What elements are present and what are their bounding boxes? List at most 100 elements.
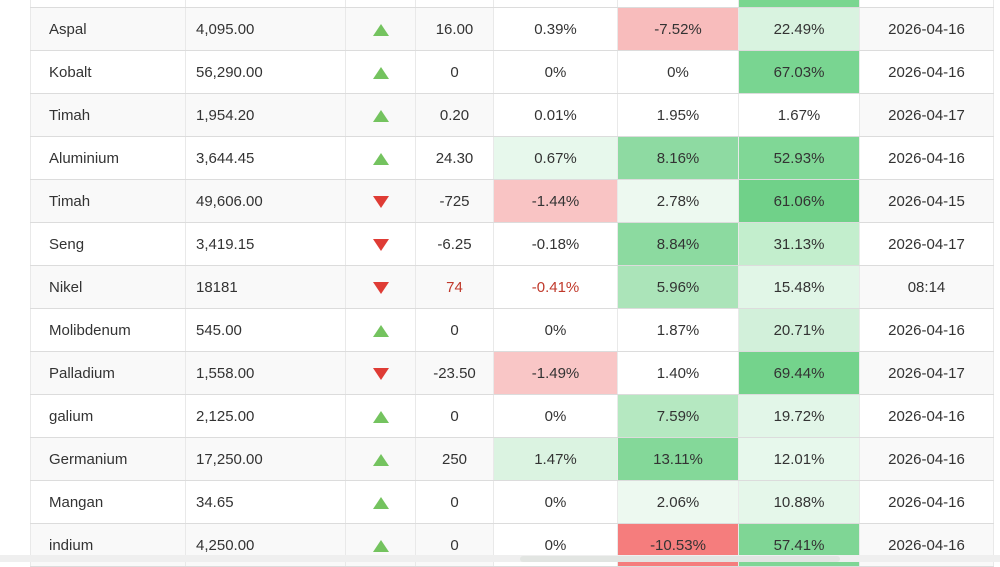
trend-cell <box>345 351 416 395</box>
change-pct-cell: 0.39% <box>493 7 618 51</box>
pct-6-cell: 5.96% <box>617 265 739 309</box>
table-row[interactable]: Timah 1,954.20 0.20 0.01% 1.95% 1.67% 2026-04-… <box>30 93 994 137</box>
change-value-cell: 0 <box>415 308 494 352</box>
table-row[interactable]: Aluminium 3,644.45 24.30 0.67% 8.16% 52.93% 20… <box>30 136 994 180</box>
date-cell: 2026-04-16 <box>859 437 994 481</box>
pct-7-cell: 52.93% <box>738 136 860 180</box>
commodity-name-cell: Nikel <box>30 265 186 309</box>
change-value-cell: 0 <box>415 50 494 94</box>
pct-7-cell: 69.44% <box>738 351 860 395</box>
pct-6-cell: 7.59% <box>617 394 739 438</box>
trend-cell <box>345 136 416 180</box>
table-row[interactable]: Timah 49,606.00 -725 -1.44% 2.78% 61.06% 2026-… <box>30 179 994 223</box>
pct-6-cell: 1.87% <box>617 308 739 352</box>
price-cell: 56,290.00 <box>185 50 346 94</box>
table-row[interactable]: Germanium 17,250.00 250 1.47% 13.11% 12.01% 20… <box>30 437 994 481</box>
price-cell: 18181 <box>185 265 346 309</box>
trend-cell <box>345 179 416 223</box>
pct-6-cell: 1.95% <box>617 93 739 137</box>
partial-cell <box>617 0 739 8</box>
up-arrow-icon <box>372 109 389 122</box>
pct-6-cell: 2.78% <box>617 179 739 223</box>
change-value-cell: 0 <box>415 480 494 524</box>
change-pct-cell: 0.01% <box>493 93 618 137</box>
pct-6-cell: 13.11% <box>617 437 739 481</box>
trend-cell <box>345 222 416 266</box>
table-row[interactable]: Molibdenum 545.00 0 0% 1.87% 20.71% 2026-04-16 <box>30 308 994 352</box>
commodity-name-cell: galium <box>30 394 186 438</box>
partial-cell <box>859 0 994 8</box>
up-arrow-icon <box>372 410 389 423</box>
price-cell: 1,954.20 <box>185 93 346 137</box>
pct-6-cell: 8.84% <box>617 222 739 266</box>
trend-cell <box>345 50 416 94</box>
up-arrow-icon <box>372 496 389 509</box>
date-cell: 2026-04-16 <box>859 136 994 180</box>
horizontal-scrollbar-thumb[interactable] <box>520 556 840 562</box>
change-value-cell: 0 <box>415 394 494 438</box>
change-value-cell: 0.20 <box>415 93 494 137</box>
change-value-cell: 16.00 <box>415 7 494 51</box>
change-pct-cell: 0.67% <box>493 136 618 180</box>
commodity-price-table: Aspal 4,095.00 16.00 0.39% -7.52% 22.49% 2026-… <box>30 0 994 567</box>
change-value-cell: -725 <box>415 179 494 223</box>
commodity-price-table-wrap: Aspal 4,095.00 16.00 0.39% -7.52% 22.49% 2026-… <box>30 0 994 567</box>
change-pct-cell: 1.47% <box>493 437 618 481</box>
price-cell: 3,644.45 <box>185 136 346 180</box>
pct-7-cell: 20.71% <box>738 308 860 352</box>
table-row[interactable]: Nikel 18181 74 -0.41% 5.96% 15.48% 08:14 <box>30 265 994 309</box>
commodity-name-cell: Molibdenum <box>30 308 186 352</box>
date-cell: 2026-04-17 <box>859 93 994 137</box>
date-cell: 08:14 <box>859 265 994 309</box>
commodity-name-cell: Aspal <box>30 7 186 51</box>
pct-6-cell: -7.52% <box>617 7 739 51</box>
trend-cell <box>345 394 416 438</box>
up-arrow-icon <box>372 66 389 79</box>
pct-7-cell: 31.13% <box>738 222 860 266</box>
partial-cell <box>30 0 186 8</box>
horizontal-scrollbar-track <box>0 555 1000 562</box>
price-cell: 17,250.00 <box>185 437 346 481</box>
change-pct-cell: 0% <box>493 394 618 438</box>
pct-7-cell: 67.03% <box>738 50 860 94</box>
trend-cell <box>345 308 416 352</box>
pct-6-cell: 0% <box>617 50 739 94</box>
table-row[interactable]: Mangan 34.65 0 0% 2.06% 10.88% 2026-04-16 <box>30 480 994 524</box>
pct-6-cell: 2.06% <box>617 480 739 524</box>
price-cell: 3,419.15 <box>185 222 346 266</box>
down-arrow-icon <box>372 238 389 251</box>
change-pct-cell: 0% <box>493 50 618 94</box>
change-pct-cell: -1.44% <box>493 179 618 223</box>
pct-6-cell: 1.40% <box>617 351 739 395</box>
down-arrow-icon <box>372 281 389 294</box>
up-arrow-icon <box>372 324 389 337</box>
table-row[interactable]: Aspal 4,095.00 16.00 0.39% -7.52% 22.49% 2026-… <box>30 7 994 51</box>
pct-7-cell: 61.06% <box>738 179 860 223</box>
change-pct-cell: 0% <box>493 308 618 352</box>
date-cell: 2026-04-16 <box>859 480 994 524</box>
pct-7-cell: 19.72% <box>738 394 860 438</box>
change-pct-cell: -0.41% <box>493 265 618 309</box>
pct-7-cell: 12.01% <box>738 437 860 481</box>
date-cell: 2026-04-16 <box>859 308 994 352</box>
commodity-name-cell: Seng <box>30 222 186 266</box>
price-cell: 49,606.00 <box>185 179 346 223</box>
down-arrow-icon <box>372 195 389 208</box>
table-row[interactable]: Kobalt 56,290.00 0 0% 0% 67.03% 2026-04-16 <box>30 50 994 94</box>
commodity-name-cell: Aluminium <box>30 136 186 180</box>
trend-cell <box>345 437 416 481</box>
trend-cell <box>345 265 416 309</box>
pct-7-cell: 22.49% <box>738 7 860 51</box>
partial-cell <box>415 0 494 8</box>
down-arrow-icon <box>372 367 389 380</box>
commodity-name-cell: Timah <box>30 179 186 223</box>
table-row[interactable]: galium 2,125.00 0 0% 7.59% 19.72% 2026-04-16 <box>30 394 994 438</box>
change-pct-cell: -0.18% <box>493 222 618 266</box>
table-row[interactable]: Seng 3,419.15 -6.25 -0.18% 8.84% 31.13% 2026-0… <box>30 222 994 266</box>
table-row[interactable]: Palladium 1,558.00 -23.50 -1.49% 1.40% 69.44%… <box>30 351 994 395</box>
price-cell: 1,558.00 <box>185 351 346 395</box>
commodity-name-cell: Kobalt <box>30 50 186 94</box>
price-cell: 2,125.00 <box>185 394 346 438</box>
change-pct-cell: 0% <box>493 480 618 524</box>
change-pct-cell: -1.49% <box>493 351 618 395</box>
